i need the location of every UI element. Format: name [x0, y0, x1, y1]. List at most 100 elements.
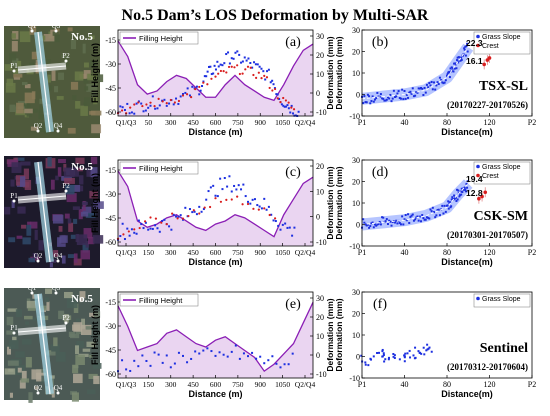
- annotation-value: 12.8: [466, 188, 483, 198]
- grass-slope-point: [431, 206, 434, 209]
- deformation-point: [234, 344, 237, 347]
- crest-point: [208, 205, 212, 209]
- texture-patch: [85, 240, 90, 248]
- deformation-point: [219, 177, 222, 180]
- grass-slope-point: [364, 101, 367, 104]
- grass-slope-point: [382, 352, 385, 355]
- deformation-point: [235, 188, 238, 191]
- texture-patch: [9, 104, 17, 113]
- x-tick-label: Q1/Q3: [116, 118, 137, 127]
- deformation-point: [267, 359, 270, 362]
- crest-point: [241, 72, 244, 75]
- thumbnail-point-label: P2: [62, 182, 70, 190]
- grass-slope-point: [464, 190, 467, 193]
- deformation-point: [191, 85, 194, 88]
- deformation-point: [210, 73, 213, 76]
- deformation-point: [133, 359, 136, 362]
- grass-slope-point: [388, 97, 391, 100]
- crest-point: [173, 101, 176, 104]
- x-tick-label: 1050: [275, 380, 290, 389]
- grass-slope-point: [389, 220, 392, 223]
- deformation-point: [256, 204, 259, 207]
- thumbnail-point-label: P2: [62, 52, 70, 60]
- texture-patch: [23, 315, 33, 320]
- y-tick-label: -10: [349, 242, 360, 251]
- grass-slope-point: [464, 45, 467, 48]
- texture-patch: [9, 53, 17, 61]
- y2-tick-label: 0: [316, 351, 320, 360]
- texture-patch: [75, 101, 81, 109]
- x-tick-label: 1050: [275, 118, 290, 127]
- grass-slope-point: [375, 224, 378, 227]
- grass-slope-point: [459, 59, 462, 62]
- texture-patch: [92, 362, 102, 369]
- texture-patch: [22, 338, 32, 345]
- deformation-point: [158, 230, 161, 233]
- grass-slope-point: [401, 215, 404, 218]
- panel-label: (e): [285, 297, 301, 312]
- y-tick-label: -15: [105, 166, 116, 175]
- texture-patch: [93, 201, 104, 209]
- deformation-point: [274, 220, 277, 223]
- thumbnail-point: [12, 199, 16, 203]
- deformation-point: [153, 351, 156, 354]
- grass-slope-point: [463, 186, 466, 189]
- texture-patch: [18, 26, 27, 30]
- deformation-point: [297, 110, 300, 113]
- sensor-name: Sentinel: [480, 341, 528, 356]
- grass-slope-point: [369, 225, 372, 228]
- deformation-point: [170, 228, 173, 231]
- acquisition-period: (20170312-20170604): [447, 362, 528, 372]
- texture-patch: [21, 370, 27, 382]
- deformation-point: [142, 227, 145, 230]
- x-tick-label: 600: [210, 248, 222, 257]
- grass-slope-point: [397, 90, 400, 93]
- grass-slope-point: [437, 83, 440, 86]
- x-tick-label: P1: [358, 118, 366, 127]
- deformation-point: [154, 224, 157, 227]
- grass-slope-point: [368, 95, 371, 98]
- deformation-point: [238, 357, 241, 360]
- grass-slope-point: [411, 213, 414, 216]
- y-tick-label: 10: [352, 199, 360, 208]
- texture-patch: [23, 168, 29, 180]
- texture-patch: [57, 167, 62, 177]
- deformation-point: [149, 364, 152, 367]
- crest-point: [225, 71, 228, 74]
- texture-patch: [54, 86, 59, 93]
- thumbnail-point-label: Q2: [34, 252, 43, 260]
- texture-patch: [81, 206, 92, 215]
- grass-slope-point: [431, 88, 434, 91]
- deformation-point: [190, 357, 193, 360]
- crest-point: [282, 96, 285, 100]
- grass-slope-point: [403, 355, 406, 358]
- deformation-point: [165, 104, 168, 107]
- deformation-point: [212, 184, 215, 187]
- x-tick-label: 750: [232, 380, 244, 389]
- texture-patch: [22, 182, 30, 188]
- grass-slope-point: [377, 95, 380, 98]
- legend-label: Grass Slope: [482, 34, 521, 41]
- deformation-point: [172, 103, 175, 106]
- dam-axis-line: [37, 31, 51, 133]
- x-axis-label: Distance (m): [188, 389, 242, 399]
- x-tick-label: P2: [528, 380, 536, 389]
- grass-slope-point: [465, 45, 468, 48]
- texture-patch: [22, 237, 31, 245]
- texture-patch: [73, 258, 82, 266]
- grass-slope-point: [416, 215, 419, 218]
- grass-slope-point: [455, 67, 458, 70]
- thumbnail-point: [30, 291, 34, 295]
- crest-point: [260, 77, 263, 80]
- crest-point: [129, 106, 132, 109]
- grass-slope-point: [447, 207, 450, 210]
- deformation-point: [179, 95, 182, 98]
- profile-chart: -15 -30 -45 -60 20 10 0 -10 Q1/Q3 150 300 450 600 750…: [90, 159, 335, 267]
- grass-slope-point: [420, 86, 423, 89]
- deformation-point: [262, 70, 265, 73]
- y-tick-label: 20: [352, 48, 360, 57]
- crest-point: [287, 101, 290, 104]
- y-tick-label: -10: [349, 112, 360, 121]
- grass-slope-point: [398, 358, 401, 361]
- texture-patch: [59, 235, 68, 243]
